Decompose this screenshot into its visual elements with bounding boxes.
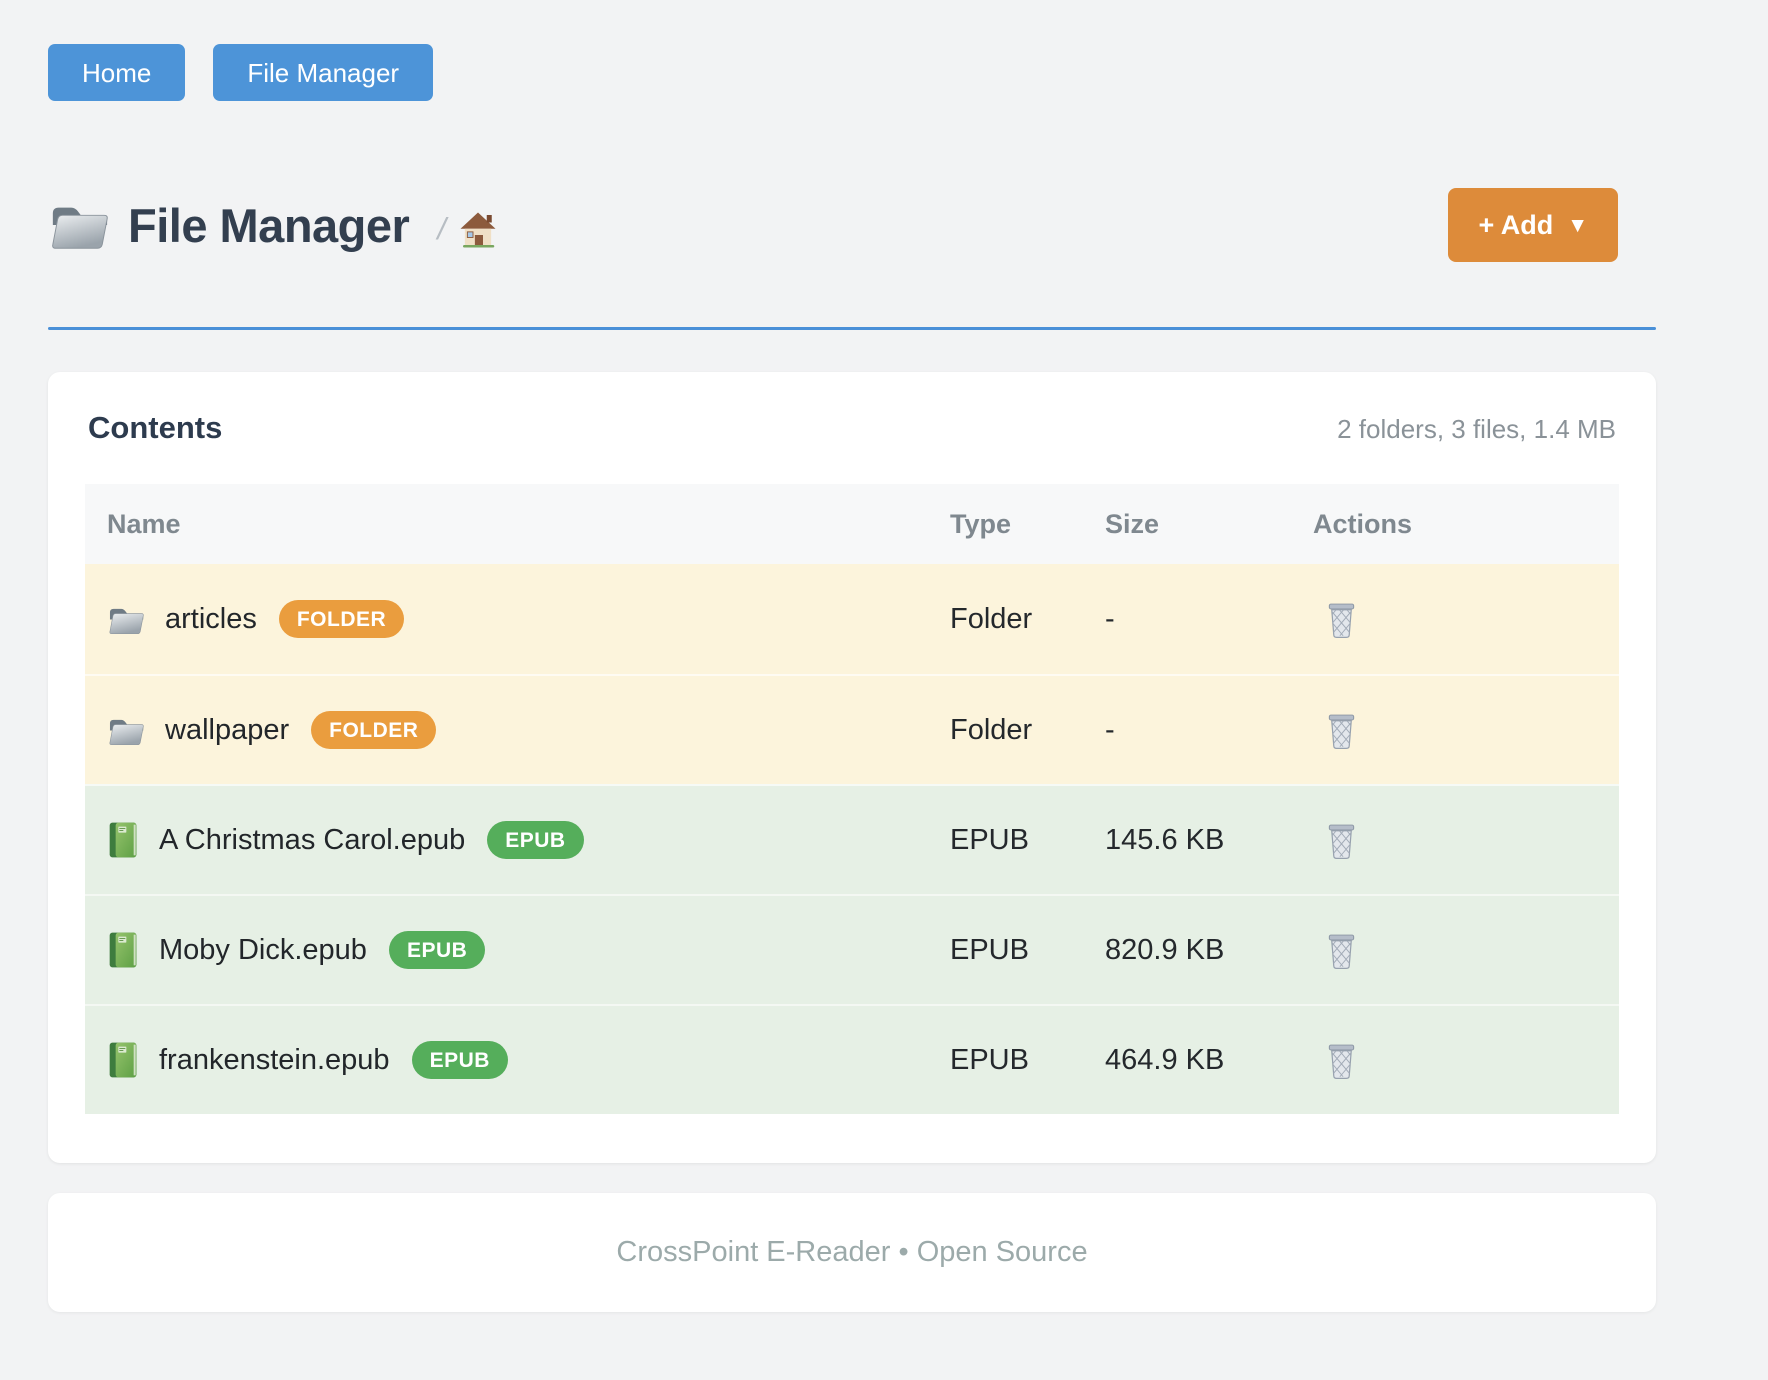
- folder-badge: FOLDER: [278, 600, 405, 638]
- table-row: A Christmas Carol.epub EPUB EPUB 145.6 K…: [85, 784, 1619, 894]
- contents-heading: Contents: [88, 410, 223, 445]
- delete-button[interactable]: [1325, 1041, 1358, 1080]
- type-cell: Folder: [950, 713, 1033, 746]
- trash-icon: [1325, 600, 1358, 639]
- column-header-name: Name: [107, 508, 181, 539]
- column-header-type: Type: [950, 508, 1012, 539]
- size-cell: 145.6 KB: [1105, 823, 1225, 856]
- file-table: Name Type Size Actions articles FOLDER F…: [85, 484, 1619, 1114]
- type-cell: EPUB: [950, 1043, 1029, 1076]
- page: Home File Manager File Manager / + Add ▼…: [48, 0, 1656, 1312]
- add-button[interactable]: + Add ▼: [1448, 188, 1618, 262]
- trash-icon: [1325, 821, 1358, 860]
- footer-text: CrossPoint E-Reader • Open Source: [616, 1236, 1088, 1268]
- file-name-link[interactable]: A Christmas Carol.epub: [159, 823, 466, 856]
- contents-card: Contents 2 folders, 3 files, 1.4 MB Name…: [48, 372, 1656, 1163]
- trash-icon: [1325, 931, 1358, 970]
- trash-icon: [1325, 1041, 1358, 1080]
- delete-button[interactable]: [1325, 711, 1358, 750]
- delete-button[interactable]: [1325, 821, 1358, 860]
- actions-cell: [1313, 711, 1619, 750]
- column-header-size: Size: [1105, 508, 1160, 539]
- page-header: File Manager / + Add ▼: [48, 185, 1656, 265]
- epub-badge: EPUB: [487, 821, 584, 859]
- folder-icon: [109, 719, 144, 745]
- folder-icon: [109, 608, 144, 634]
- file-name-link[interactable]: frankenstein.epub: [159, 1043, 390, 1076]
- header-divider: [48, 327, 1656, 330]
- name-cell: wallpaper FOLDER: [85, 711, 950, 749]
- type-cell: EPUB: [950, 933, 1029, 966]
- epub-badge: EPUB: [411, 1041, 508, 1079]
- breadcrumb-separator: /: [437, 211, 446, 246]
- actions-cell: [1313, 931, 1619, 970]
- footer: CrossPoint E-Reader • Open Source: [48, 1193, 1656, 1312]
- size-cell: 464.9 KB: [1105, 1043, 1225, 1076]
- contents-summary: 2 folders, 3 files, 1.4 MB: [1337, 414, 1616, 444]
- add-button-label: + Add: [1478, 209, 1554, 240]
- table-row: Moby Dick.epub EPUB EPUB 820.9 KB: [85, 894, 1619, 1004]
- table-header-row: Name Type Size Actions: [85, 484, 1619, 564]
- name-cell: articles FOLDER: [85, 600, 950, 638]
- page-title: File Manager: [128, 198, 410, 252]
- table-row: wallpaper FOLDER Folder -: [85, 674, 1619, 784]
- folder-name-link[interactable]: articles: [165, 602, 257, 635]
- table-row: articles FOLDER Folder -: [85, 564, 1619, 674]
- green-book-icon: [109, 822, 137, 858]
- name-cell: frankenstein.epub EPUB: [85, 1041, 950, 1079]
- actions-cell: [1313, 600, 1619, 639]
- epub-badge: EPUB: [388, 931, 486, 969]
- folder-badge: FOLDER: [311, 711, 437, 749]
- actions-cell: [1313, 821, 1619, 860]
- delete-button[interactable]: [1325, 600, 1358, 639]
- size-cell: 820.9 KB: [1105, 933, 1225, 966]
- home-button[interactable]: Home: [48, 44, 186, 101]
- name-cell: Moby Dick.epub EPUB: [85, 931, 950, 969]
- file-name-link[interactable]: Moby Dick.epub: [159, 933, 367, 966]
- delete-button[interactable]: [1325, 931, 1358, 970]
- green-book-icon: [109, 932, 137, 968]
- actions-cell: [1313, 1041, 1619, 1080]
- column-header-actions: Actions: [1313, 508, 1413, 539]
- contents-card-header: Contents 2 folders, 3 files, 1.4 MB: [85, 410, 1619, 454]
- house-icon[interactable]: [458, 210, 498, 250]
- folder-icon: [52, 207, 108, 249]
- table-row: frankenstein.epub EPUB EPUB 464.9 KB: [85, 1004, 1619, 1114]
- size-cell: -: [1105, 713, 1115, 746]
- green-book-icon: [109, 1042, 137, 1078]
- top-nav: Home File Manager: [48, 0, 1656, 101]
- size-cell: -: [1105, 602, 1115, 635]
- folder-name-link[interactable]: wallpaper: [165, 713, 290, 746]
- file-manager-button[interactable]: File Manager: [213, 44, 434, 101]
- chevron-down-icon: ▼: [1567, 214, 1588, 237]
- name-cell: A Christmas Carol.epub EPUB: [85, 821, 950, 859]
- trash-icon: [1325, 711, 1358, 750]
- type-cell: EPUB: [950, 823, 1029, 856]
- title-wrap: File Manager /: [48, 198, 498, 253]
- type-cell: Folder: [950, 602, 1033, 635]
